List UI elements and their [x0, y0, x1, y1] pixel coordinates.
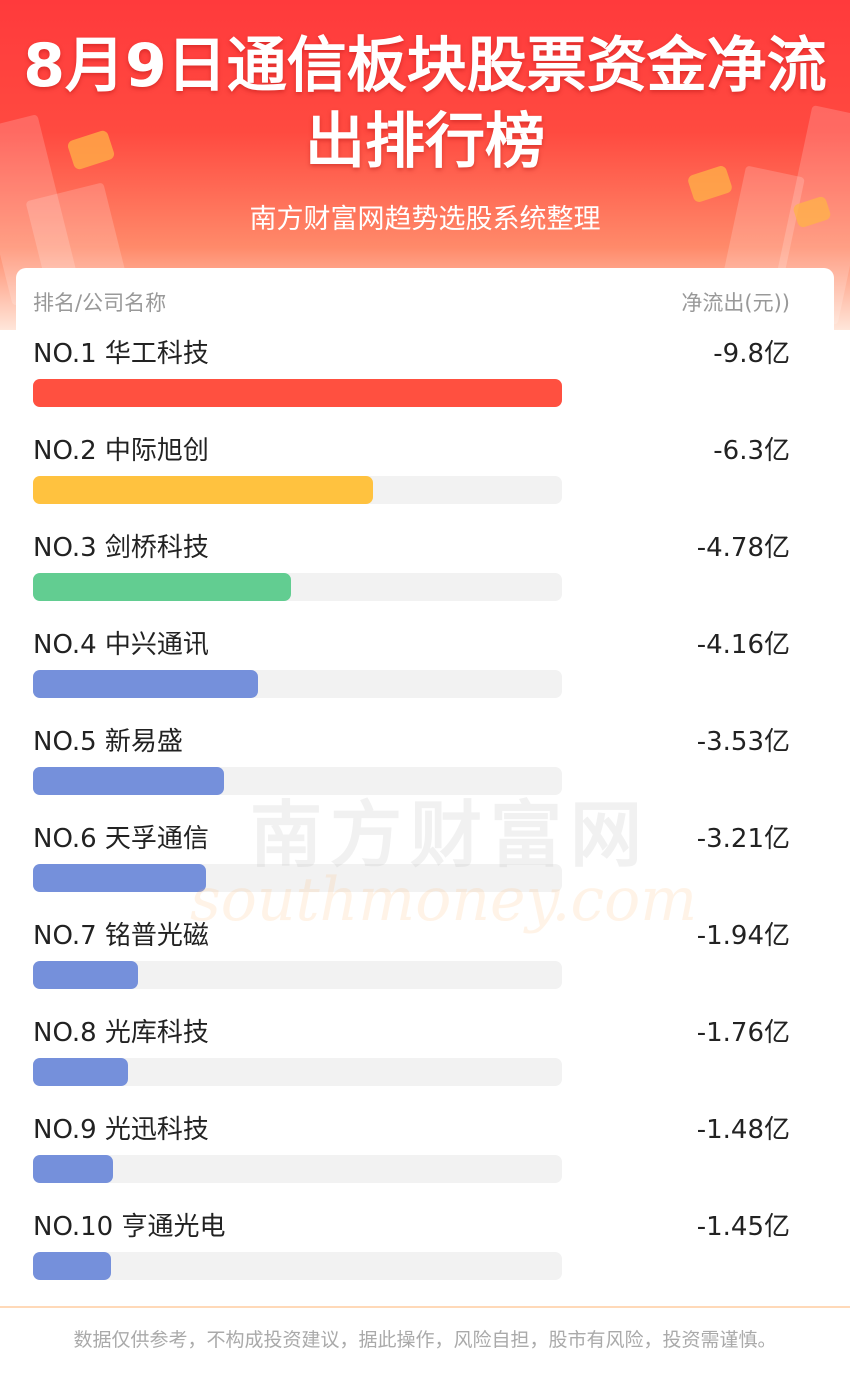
bar [33, 573, 292, 601]
column-header-rank-company: 排名/公司名称 [33, 291, 167, 315]
chart-row: NO.9 光迅科技 -1.48亿 [0, 1111, 850, 1208]
bar-track [33, 379, 562, 407]
value-label: -6.3亿 [713, 436, 790, 466]
disclaimer-text: 数据仅供参考，不构成投资建议，据此操作，风险自担，股市有风险，投资需谨慎。 [73, 1329, 777, 1351]
bar [33, 864, 207, 892]
value-label: -1.45亿 [696, 1212, 790, 1242]
bar-track [33, 1058, 562, 1086]
chart-row: NO.4 中兴通讯 -4.16亿 [0, 626, 850, 723]
value-label: -3.21亿 [696, 824, 790, 854]
chart-row: NO.1 华工科技 -9.8亿 [0, 335, 850, 432]
value-label: -1.76亿 [696, 1018, 790, 1048]
value-label: -9.8亿 [713, 339, 790, 369]
bar-track [33, 1155, 562, 1183]
bar-track [33, 767, 562, 795]
bar-track [33, 573, 562, 601]
page-title: 8月9日通信板块股票资金净流出排行榜 [23, 31, 827, 177]
chart-row: NO.2 中际旭创 -6.3亿 [0, 432, 850, 529]
chart-row: NO.5 新易盛 -3.53亿 [0, 723, 850, 820]
category-label: NO.9 光迅科技 [33, 1115, 209, 1145]
category-label: NO.2 中际旭创 [33, 436, 209, 466]
bar-track [33, 961, 562, 989]
chart-row: NO.3 剑桥科技 -4.78亿 [0, 529, 850, 626]
chart-row: NO.7 铭普光磁 -1.94亿 [0, 917, 850, 1014]
category-label: NO.5 新易盛 [33, 727, 183, 757]
bar-track [33, 864, 562, 892]
bar [33, 1155, 113, 1183]
bar [33, 1058, 128, 1086]
bar [33, 961, 138, 989]
category-label: NO.3 剑桥科技 [33, 533, 209, 563]
bar [33, 379, 562, 407]
category-label: NO.6 天孚通信 [33, 824, 209, 854]
category-label: NO.1 华工科技 [33, 339, 209, 369]
bar-track [33, 1252, 562, 1280]
chart-row: NO.6 天孚通信 -3.21亿 [0, 820, 850, 917]
footer-divider [0, 1306, 850, 1308]
value-label: -1.48亿 [696, 1115, 790, 1145]
value-label: -4.16亿 [696, 630, 790, 660]
value-label: -3.53亿 [696, 727, 790, 757]
chart-row: NO.10 亨通光电 -1.45亿 [0, 1208, 850, 1305]
bar [33, 767, 224, 795]
category-label: NO.7 铭普光磁 [33, 921, 209, 951]
bar-track [33, 670, 562, 698]
value-label: -4.78亿 [696, 533, 790, 563]
category-label: NO.10 亨通光电 [33, 1212, 226, 1242]
category-label: NO.4 中兴通讯 [33, 630, 209, 660]
page-subtitle: 南方财富网趋势选股系统整理 [249, 204, 601, 235]
bar [33, 476, 374, 504]
bar [33, 670, 258, 698]
bar [33, 1252, 112, 1280]
category-label: NO.8 光库科技 [33, 1018, 209, 1048]
chart-row: NO.8 光库科技 -1.76亿 [0, 1014, 850, 1111]
column-header-net-outflow: 净流出(元)) [681, 291, 790, 315]
bar-track [33, 476, 562, 504]
value-label: -1.94亿 [696, 921, 790, 951]
